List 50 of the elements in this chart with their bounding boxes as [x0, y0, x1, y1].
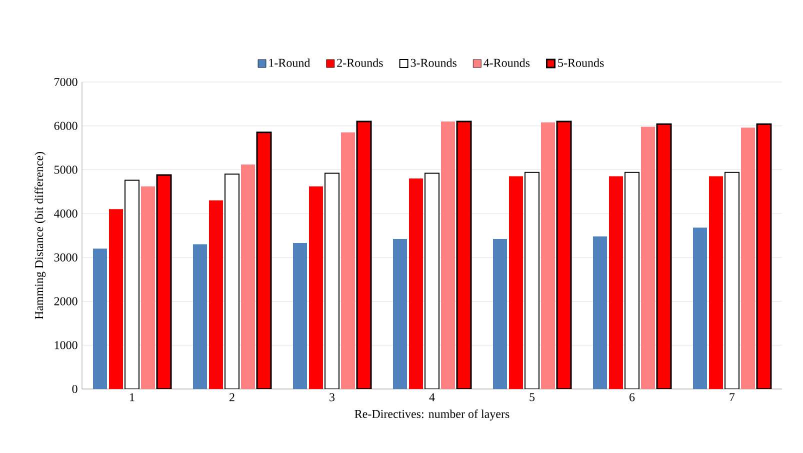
x-tick-label: 5	[530, 393, 535, 402]
y-tick-label: 5000	[54, 166, 78, 174]
legend-label: 5-Rounds	[558, 58, 604, 67]
y-tick-label: 0	[72, 384, 78, 394]
legend-label: 1-Round	[269, 58, 310, 67]
bar	[209, 200, 223, 389]
legend-label: 4-Rounds	[484, 58, 530, 67]
bar	[424, 172, 440, 389]
y-tick-label: 3000	[54, 253, 78, 262]
bar	[324, 172, 340, 389]
x-tick-label: 4	[429, 393, 435, 402]
bar	[524, 172, 540, 389]
bar	[724, 172, 740, 389]
bar	[93, 248, 108, 389]
x-tick-label: 7	[730, 393, 735, 402]
y-tick-label: 7000	[54, 78, 78, 86]
x-tick-label: 2	[230, 393, 234, 402]
bar	[309, 186, 324, 389]
x-tick-label: 3	[330, 393, 335, 402]
y-axis-title: Hamming Distance (bit difference)	[34, 152, 46, 320]
bar	[509, 176, 524, 389]
bar	[409, 178, 423, 389]
bar	[341, 132, 355, 389]
bar	[124, 180, 140, 389]
bar	[193, 244, 207, 389]
bar	[541, 122, 556, 389]
bar	[109, 209, 123, 389]
bar	[241, 164, 256, 389]
bar	[609, 176, 624, 389]
bar	[293, 242, 308, 389]
bar	[493, 239, 508, 389]
x-tick-label: 6	[630, 393, 635, 402]
legend-label: 3-Rounds	[410, 58, 457, 67]
y-tick-label: 4000	[54, 210, 78, 218]
bar	[693, 228, 708, 389]
legend-label: 2-Rounds	[337, 58, 383, 67]
bar	[224, 174, 240, 389]
y-tick-label: 6000	[54, 122, 78, 130]
bar	[741, 128, 756, 389]
bar	[393, 239, 408, 389]
x-tick-label: 1	[130, 393, 134, 402]
bar	[593, 236, 608, 389]
x-axis-title: Re-Directives: number of layers	[354, 409, 510, 420]
bar	[441, 121, 456, 389]
bar	[141, 186, 155, 389]
bar	[624, 172, 640, 389]
bar	[709, 176, 724, 389]
bar	[641, 126, 656, 389]
y-tick-label: 1000	[54, 341, 78, 350]
y-tick-label: 2000	[54, 297, 78, 306]
